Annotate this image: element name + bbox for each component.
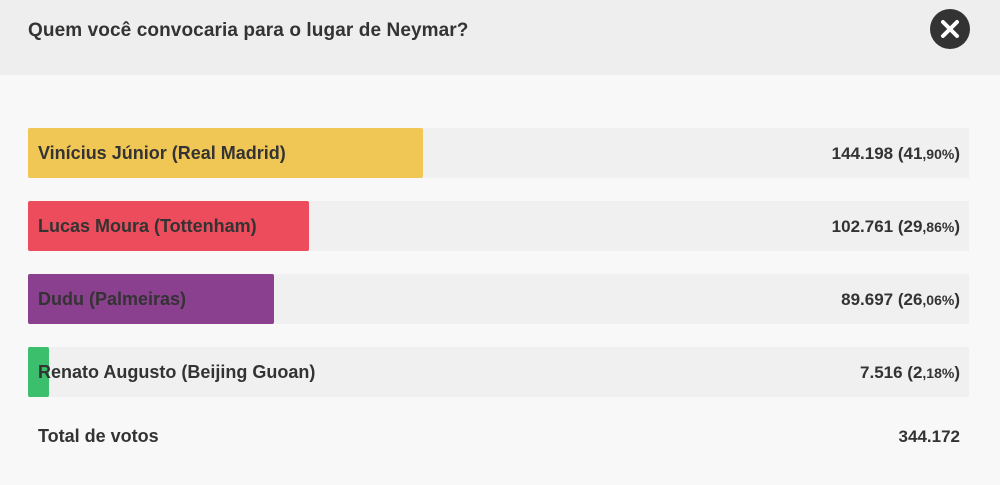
- poll-bar: [28, 201, 310, 251]
- poll-option-label: Lucas Moura (Tottenham): [38, 216, 257, 236]
- poll-option-label: Dudu (Palmeiras): [38, 289, 187, 309]
- poll-option-dudu[interactable]: Dudu (Palmeiras) 89.697 (26,06%): [28, 274, 969, 324]
- poll-option-label: Vinícius Júnior (Real Madrid): [38, 143, 286, 163]
- poll-bar: [28, 347, 49, 397]
- poll-option-votes: 89.697: [841, 290, 894, 309]
- total-votes-row: Total de votos 344.172: [28, 424, 969, 450]
- poll-option-result: 144.198 (41,90%): [831, 144, 960, 163]
- poll-option-result: 102.761 (29,86%): [831, 217, 960, 236]
- poll-option-label: Renato Augusto (Beijing Guoan): [38, 362, 316, 382]
- total-votes-value: 344.172: [898, 427, 960, 446]
- total-votes-label: Total de votos: [38, 426, 159, 446]
- close-icon: [941, 20, 959, 38]
- poll-bar: [28, 128, 423, 178]
- poll-header: Quem você convocaria para o lugar de Ney…: [0, 0, 1000, 75]
- close-button[interactable]: [930, 9, 970, 49]
- poll-option-result: 7.516 (2,18%): [860, 363, 960, 382]
- poll-option-lucas[interactable]: Lucas Moura (Tottenham) 102.761 (29,86%): [28, 201, 969, 251]
- poll-option-votes: 7.516: [860, 363, 903, 382]
- poll-question: Quem você convocaria para o lugar de Ney…: [28, 20, 469, 41]
- poll-option-votes: 144.198: [831, 144, 894, 163]
- poll-bar: [28, 274, 274, 324]
- poll-option-votes: 102.761: [831, 217, 894, 236]
- poll-option-renato[interactable]: Renato Augusto (Beijing Guoan) 7.516 (2,…: [28, 347, 969, 397]
- poll-option-result: 89.697 (26,06%): [841, 290, 960, 309]
- poll-option-vinicius[interactable]: Vinícius Júnior (Real Madrid) 144.198 (4…: [28, 128, 969, 178]
